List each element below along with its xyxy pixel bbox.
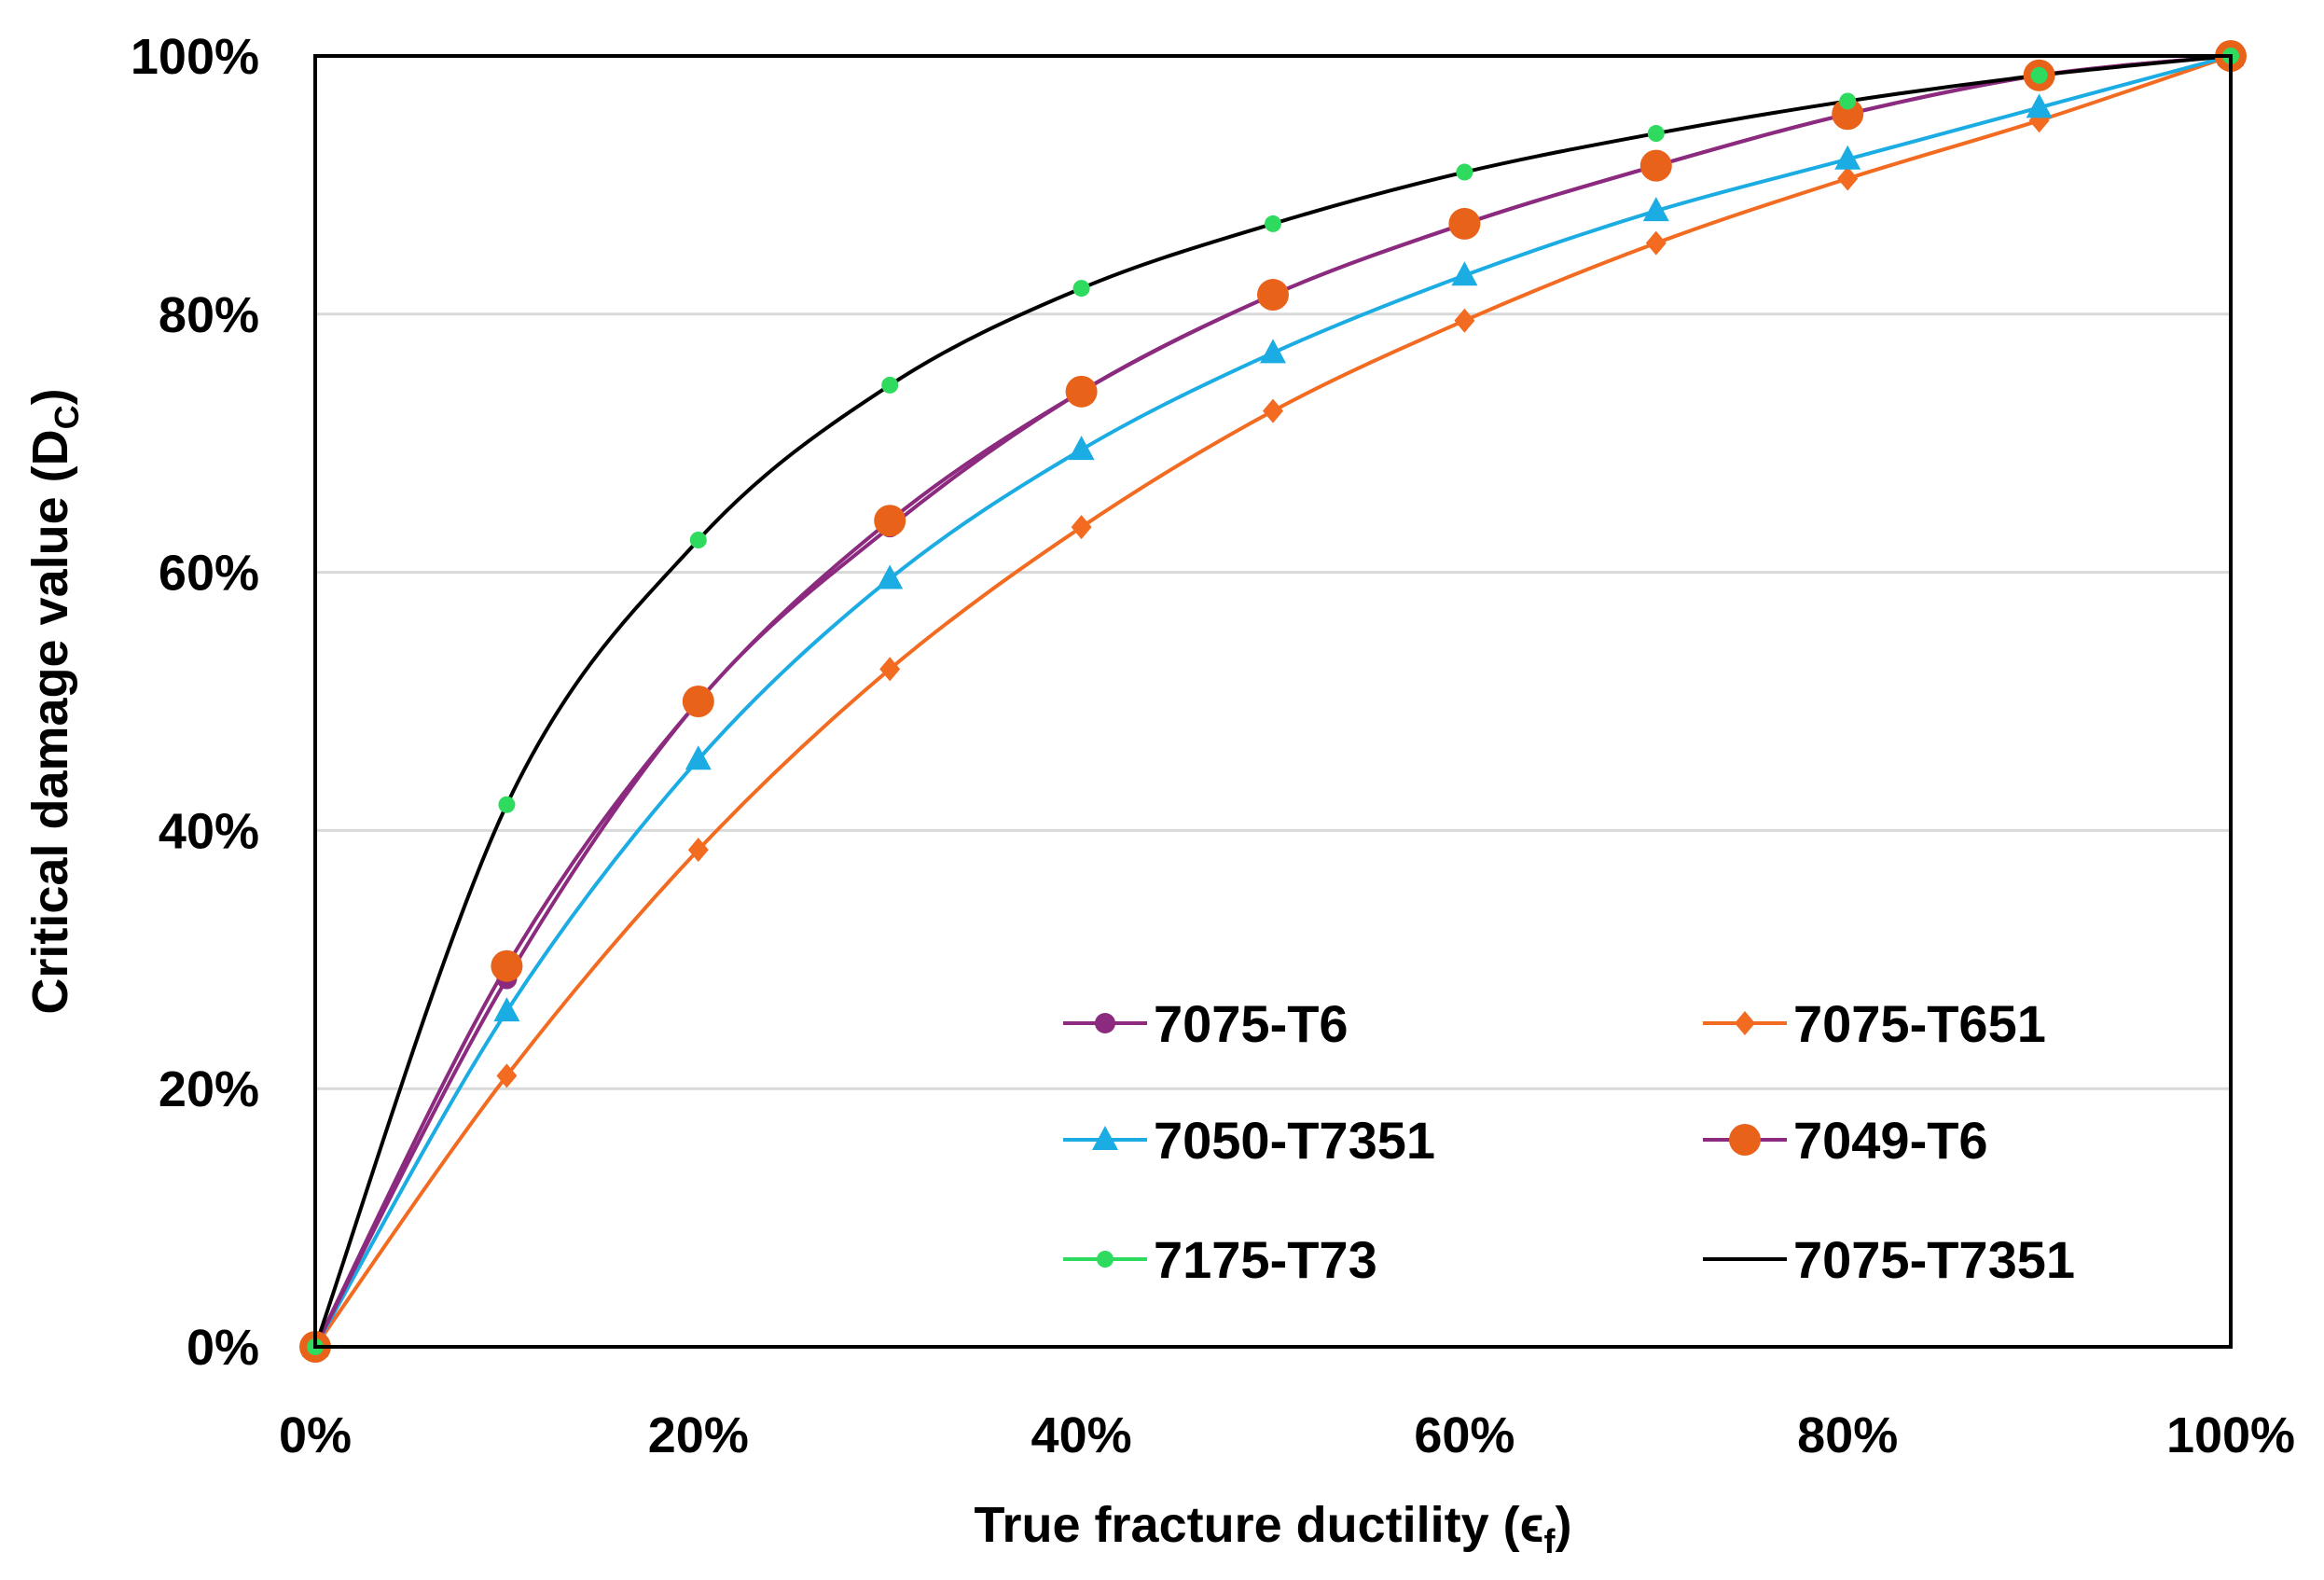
legend-label: 7050-T7351 bbox=[1154, 1111, 1435, 1170]
legend-swatch-marker bbox=[1095, 1013, 1115, 1033]
legend-swatch-marker bbox=[1097, 1251, 1114, 1268]
legend-swatch-marker bbox=[1092, 1126, 1118, 1150]
data-point-7049-t6 bbox=[1832, 98, 1864, 131]
data-point-7049-t6 bbox=[1257, 279, 1289, 312]
data-point-7075-t651 bbox=[1837, 166, 1859, 191]
data-point-7175-t73 bbox=[1647, 125, 1665, 143]
data-point-7075-t651 bbox=[1263, 398, 1283, 423]
series-line-7050-t7351 bbox=[313, 54, 2232, 1348]
y-tick-label: 60% bbox=[159, 546, 259, 602]
legend-item-7050-t7351: 7050-T7351 bbox=[1063, 1111, 1435, 1170]
data-point-7175-t73 bbox=[689, 532, 707, 548]
data-point-7075-t651 bbox=[1454, 308, 1475, 333]
data-point-7050-t7351 bbox=[493, 997, 520, 1022]
legend-item-7075-t7351: 7075-T7351 bbox=[1703, 1230, 2075, 1289]
legend-label: 7175-T73 bbox=[1154, 1230, 1377, 1289]
data-point-7175-t73 bbox=[2030, 66, 2048, 84]
y-tick-label: 0% bbox=[187, 1320, 259, 1376]
data-point-7050-t7351 bbox=[1642, 197, 1669, 222]
y-tick-label: 40% bbox=[159, 803, 259, 859]
data-point-7050-t7351 bbox=[685, 745, 712, 770]
y-tick-label: 80% bbox=[159, 287, 259, 343]
x-tick-label: 40% bbox=[1031, 1407, 1132, 1463]
x-tick-label: 80% bbox=[1797, 1407, 1898, 1463]
data-point-7175-t73 bbox=[1265, 215, 1281, 232]
data-point-7175-t73 bbox=[1072, 280, 1090, 298]
legend-label: 7075-T651 bbox=[1793, 994, 2046, 1053]
legend-label: 7075-T6 bbox=[1154, 994, 1349, 1053]
data-point-7050-t7351 bbox=[1260, 339, 1286, 364]
legend-swatch-marker bbox=[1735, 1011, 1755, 1035]
data-point-7049-t6 bbox=[1639, 149, 1672, 182]
legend-item-7075-t6: 7075-T6 bbox=[1063, 994, 1349, 1053]
x-tick-label: 100% bbox=[2166, 1407, 2295, 1463]
data-point-7050-t7351 bbox=[2026, 93, 2053, 118]
y-axis-title: Critical damage value (DC) bbox=[22, 388, 86, 1014]
gridlines bbox=[315, 312, 2231, 1090]
data-point-7049-t6 bbox=[874, 505, 906, 537]
data-point-7075-t651 bbox=[879, 657, 901, 682]
x-tick-label: 60% bbox=[1414, 1407, 1515, 1463]
axis-ticks: 0% 20% 40% 60% 80% 100% 0% 20% 40% 60% 80% 100% bbox=[131, 29, 2295, 1463]
legend-label: 7049-T6 bbox=[1793, 1111, 1988, 1170]
series-lines bbox=[313, 54, 2232, 1349]
series-line-7049-t6 bbox=[313, 54, 2232, 1348]
legend-item-7075-t651: 7075-T651 bbox=[1703, 994, 2046, 1053]
legend-label: 7075-T7351 bbox=[1793, 1230, 2075, 1289]
data-point-7049-t6 bbox=[682, 686, 714, 717]
y-tick-label: 100% bbox=[131, 29, 259, 85]
data-point-7075-t651 bbox=[1071, 515, 1092, 540]
data-point-7075-t651 bbox=[687, 838, 709, 863]
data-point-7050-t7351 bbox=[1451, 261, 1478, 286]
data-point-7175-t73 bbox=[881, 376, 899, 394]
legend-item-7175-t73: 7175-T73 bbox=[1063, 1230, 1377, 1289]
legend-swatch-marker bbox=[1729, 1124, 1761, 1156]
data-point-7049-t6 bbox=[1065, 375, 1098, 408]
plot-area-frame bbox=[313, 54, 2233, 1349]
series-line-7075-t7351 bbox=[313, 54, 2232, 1348]
data-point-7050-t7351 bbox=[1834, 145, 1861, 170]
legend: 7075-T6 7075-T651 7050-T7351 7049-T6 7175-T7… bbox=[1063, 994, 2075, 1289]
legend-item-7049-t6: 7049-T6 bbox=[1703, 1111, 1988, 1170]
data-point-7075-t651 bbox=[1645, 230, 1667, 256]
data-point-7049-t6 bbox=[1448, 207, 1481, 240]
data-point-7175-t73 bbox=[498, 796, 516, 813]
x-tick-label: 20% bbox=[648, 1407, 749, 1463]
x-axis-title: True fracture ductility (ϵf) bbox=[975, 1497, 1572, 1560]
data-point-7175-t73 bbox=[1456, 163, 1473, 181]
data-point-7075-t651 bbox=[496, 1063, 518, 1088]
y-tick-label: 20% bbox=[159, 1061, 259, 1117]
data-point-7049-t6 bbox=[491, 949, 523, 982]
data-point-7050-t7351 bbox=[877, 564, 904, 589]
data-point-7050-t7351 bbox=[1068, 436, 1095, 461]
data-point-7175-t73 bbox=[1839, 92, 1857, 110]
series-line-7075-t651 bbox=[313, 54, 2232, 1349]
series-markers bbox=[299, 40, 2247, 1363]
x-tick-label: 0% bbox=[279, 1407, 352, 1463]
